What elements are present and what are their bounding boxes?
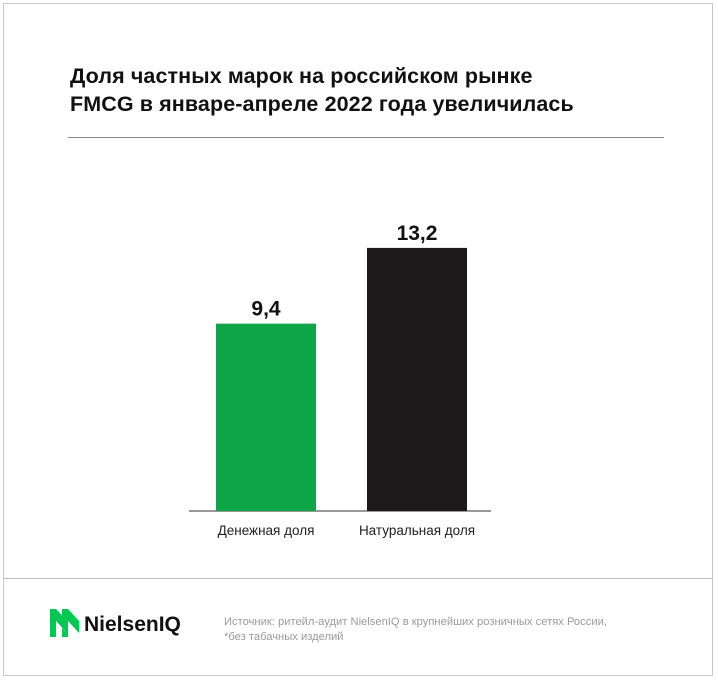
bar-value-label-2: 13,2 bbox=[397, 222, 438, 245]
bar-1 bbox=[216, 323, 316, 511]
bar-chart: 9,4 Денежная доля 13,2 Натуральная доля bbox=[189, 222, 491, 538]
bar-value-label-1: 9,4 bbox=[251, 298, 281, 321]
source-line-1: Источник: ритейл-аудит NielsenIQ в крупн… bbox=[224, 616, 607, 628]
chart-title-line-1: Доля частных марок на российском рынке bbox=[70, 64, 533, 88]
logo-mark-right bbox=[62, 609, 79, 637]
source-note: Источник: ритейл-аудит NielsenIQ в крупн… bbox=[224, 615, 684, 645]
bar-2 bbox=[367, 247, 467, 511]
infographic-card: Доля частных марок на российском рынке F… bbox=[3, 3, 713, 676]
logo-wordmark: NielsenIQ bbox=[84, 613, 181, 636]
logo-mark-left bbox=[50, 609, 67, 637]
nielseniq-logo: NielsenIQ bbox=[50, 607, 240, 641]
title-divider bbox=[68, 137, 664, 138]
category-label-1: Денежная доля bbox=[218, 523, 315, 538]
source-line-2: *без табачных изделий bbox=[224, 631, 344, 643]
chart-title-line-2: FMCG в январе-апреле 2022 года увеличила… bbox=[70, 92, 574, 116]
footer-divider bbox=[4, 578, 712, 579]
category-label-2: Натуральная доля bbox=[359, 523, 475, 538]
nielseniq-logo-icon bbox=[50, 609, 79, 637]
chart-title: Доля частных марок на российском рынке F… bbox=[70, 62, 670, 118]
